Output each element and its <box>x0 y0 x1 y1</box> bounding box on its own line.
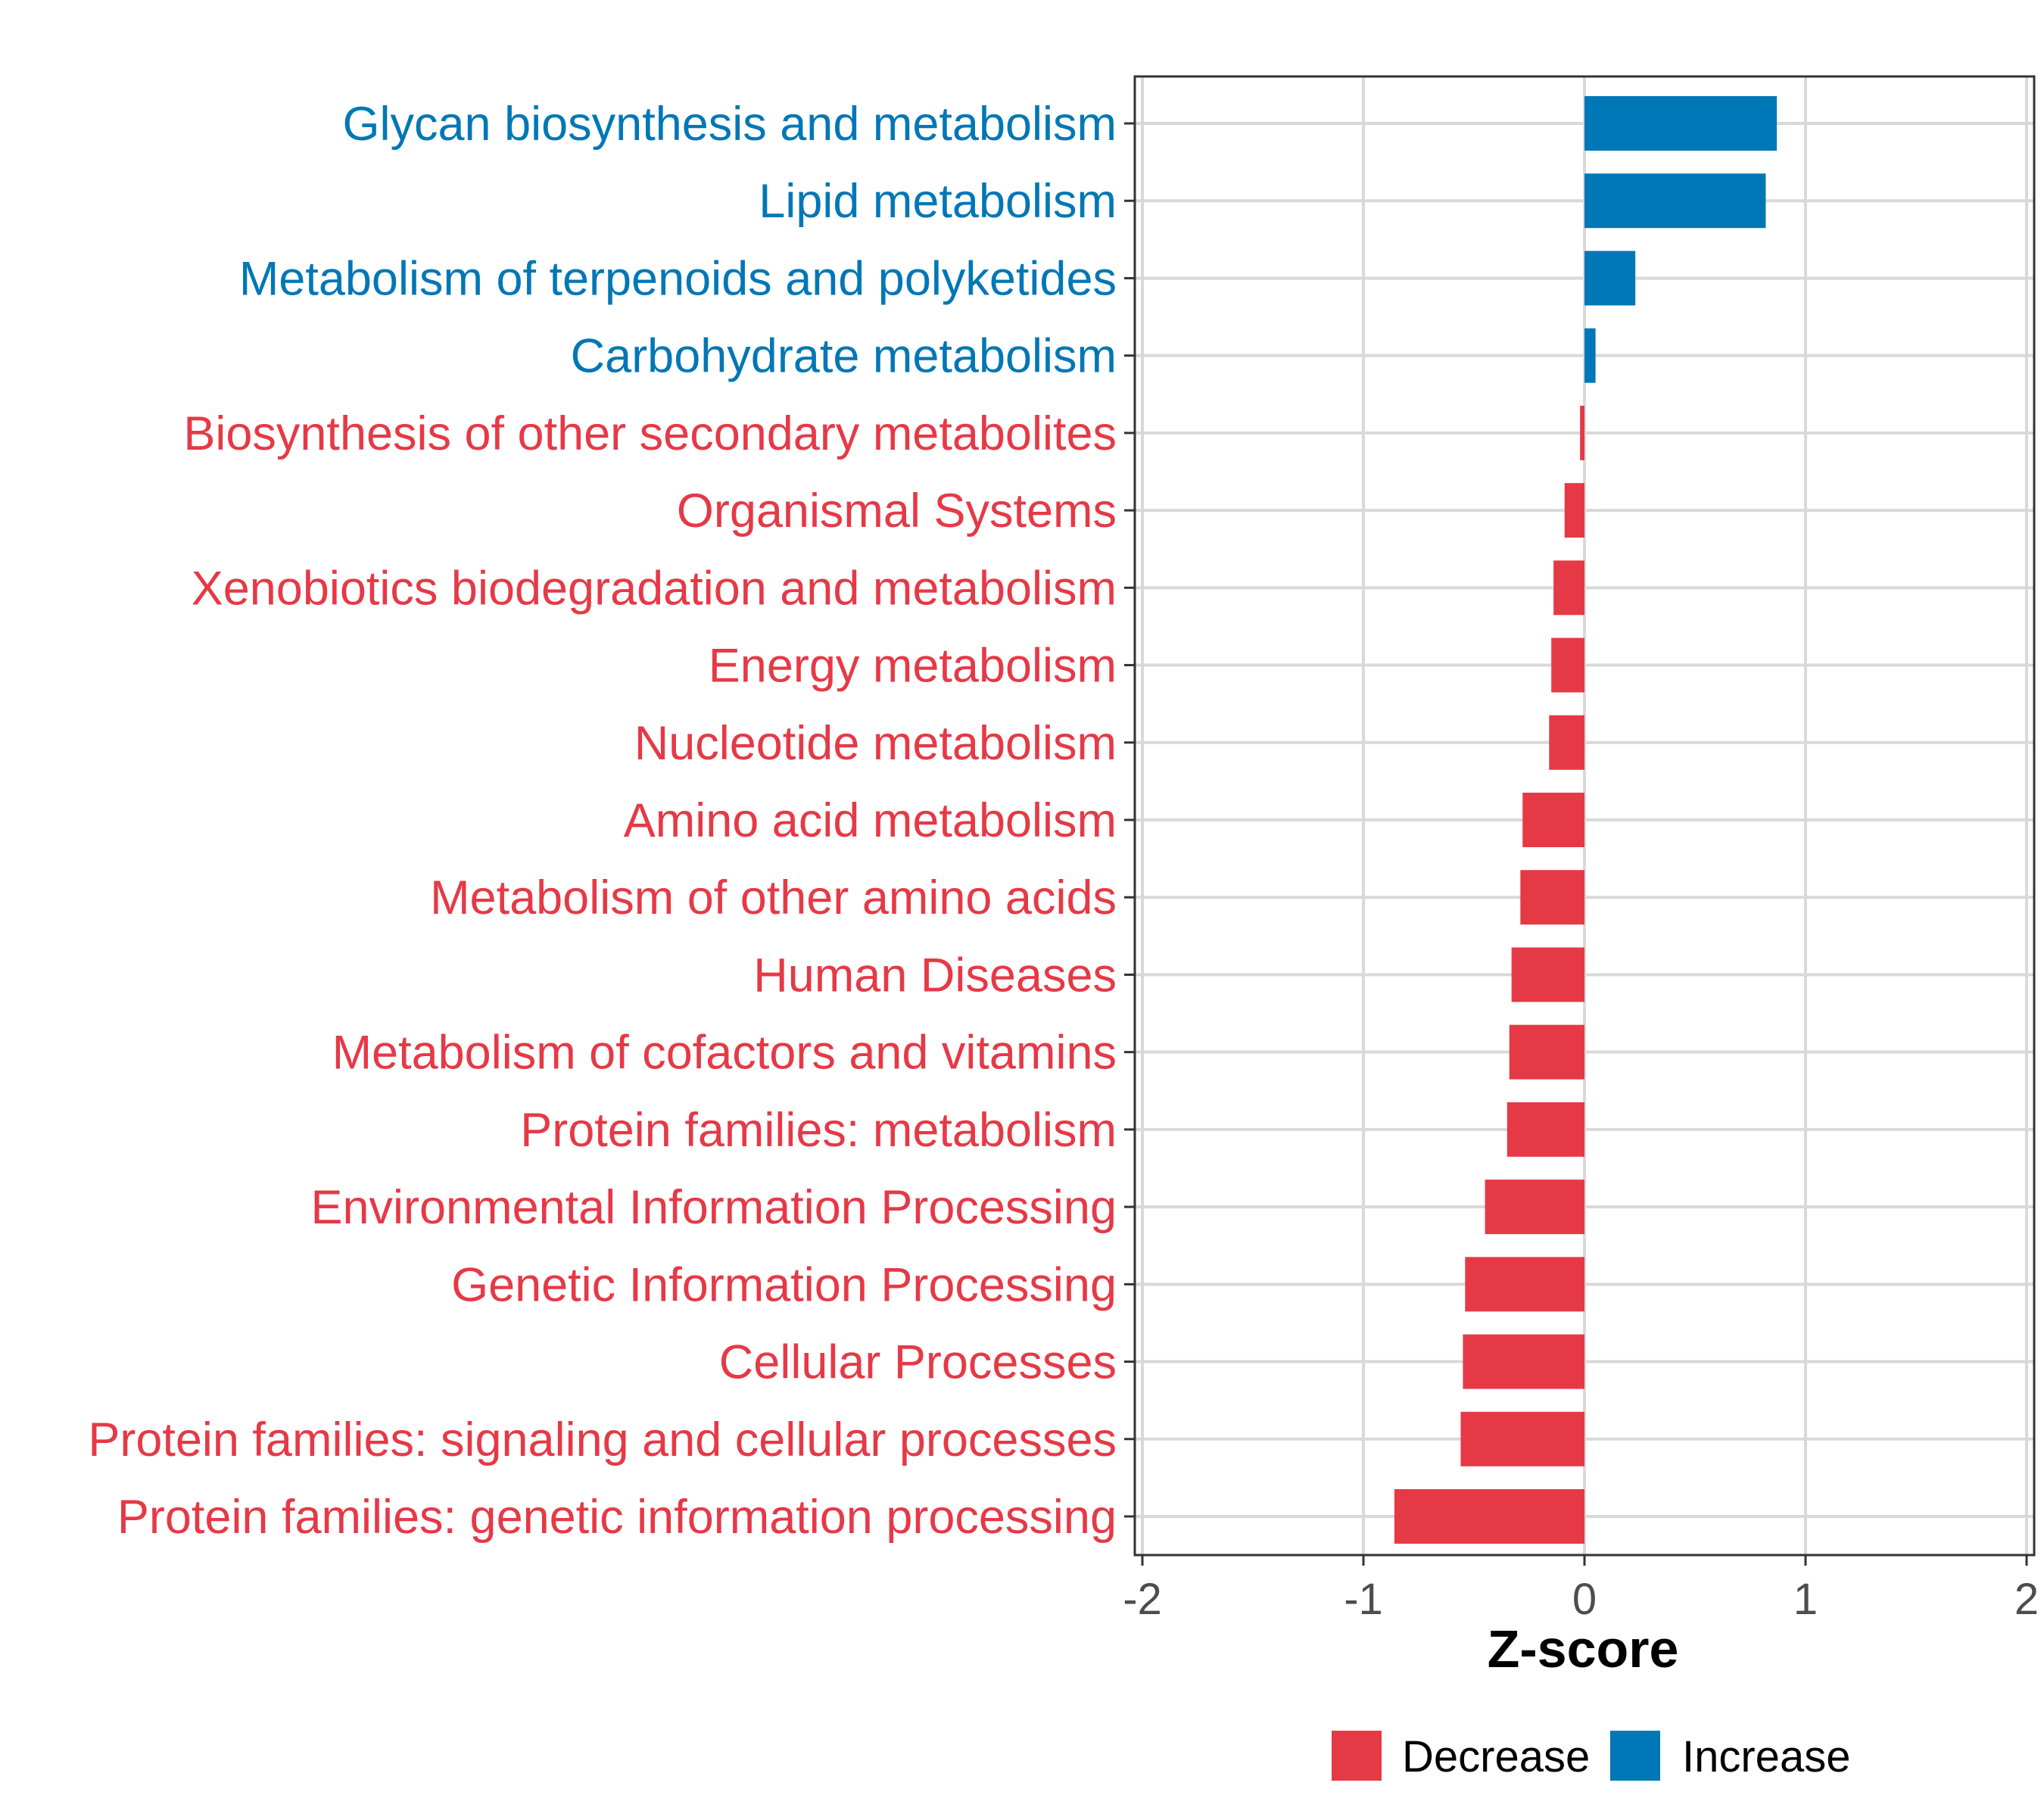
legend: Decrease Increase <box>1332 1731 1850 1781</box>
bar-4 <box>1584 328 1596 383</box>
bar-2 <box>1584 173 1766 229</box>
legend-label-decrease: Decrease <box>1402 1732 1590 1781</box>
category-label: Protein families: metabolism <box>520 1104 1117 1157</box>
legend-label-increase: Increase <box>1682 1732 1850 1781</box>
x-axis-ticks <box>1141 1555 2028 1566</box>
bar-9 <box>1549 715 1584 770</box>
legend-key-decrease <box>1332 1731 1382 1781</box>
category-label: Carbohydrate metabolism <box>571 330 1117 383</box>
bar-16 <box>1465 1257 1584 1312</box>
category-label: Metabolism of terpenoids and polyketides <box>239 252 1117 305</box>
bar-19 <box>1394 1489 1584 1544</box>
bars <box>1394 96 1778 1544</box>
bar-7 <box>1553 560 1584 616</box>
bar-12 <box>1511 947 1584 1002</box>
x-tick-label: 1 <box>1793 1575 1818 1624</box>
category-label: Nucleotide metabolism <box>634 717 1117 770</box>
x-tick-label: 2 <box>2014 1575 2039 1624</box>
category-label: Glycan biosynthesis and metabolism <box>343 98 1117 151</box>
category-label: Energy metabolism <box>709 640 1117 693</box>
bar-8 <box>1551 637 1584 693</box>
category-label: Amino acid metabolism <box>624 794 1117 847</box>
x-tick-label: 0 <box>1572 1575 1597 1624</box>
category-label: Metabolism of other amino acids <box>430 871 1117 924</box>
category-label: Lipid metabolism <box>759 175 1117 228</box>
y-axis-labels: Glycan biosynthesis and metabolism Lipid … <box>88 98 1117 1544</box>
bar-11 <box>1520 870 1584 925</box>
bar-6 <box>1564 483 1584 538</box>
category-label: Metabolism of cofactors and vitamins <box>332 1027 1117 1080</box>
bar-13 <box>1509 1024 1584 1080</box>
category-label: Environmental Information Processing <box>310 1181 1117 1234</box>
bar-5 <box>1580 405 1584 460</box>
legend-key-increase <box>1610 1731 1660 1781</box>
x-axis-labels: -2 -1 0 1 2 <box>1123 1575 2039 1624</box>
bar-18 <box>1460 1411 1584 1466</box>
bar-17 <box>1463 1334 1584 1389</box>
x-tick-label: -2 <box>1123 1575 1162 1624</box>
category-label: Organismal Systems <box>677 485 1117 538</box>
y-axis-ticks <box>1124 122 1135 1518</box>
x-axis-title: Z-score <box>1488 1619 1679 1678</box>
bar-3 <box>1584 251 1636 306</box>
x-tick-label: -1 <box>1344 1575 1383 1624</box>
bar-1 <box>1584 96 1778 151</box>
category-label: Biosynthesis of other secondary metaboli… <box>183 407 1117 460</box>
category-label: Genetic Information Processing <box>451 1258 1117 1311</box>
bar-15 <box>1485 1180 1584 1235</box>
category-label: Cellular Processes <box>719 1336 1117 1389</box>
bar-10 <box>1522 793 1584 847</box>
category-label: Human Diseases <box>753 949 1117 1002</box>
bar-14 <box>1507 1102 1584 1157</box>
category-label: Protein families: signaling and cellular… <box>88 1413 1117 1466</box>
category-label: Xenobiotics biodegradation and metabolis… <box>192 562 1117 615</box>
category-label: Protein families: genetic information pr… <box>117 1491 1117 1544</box>
